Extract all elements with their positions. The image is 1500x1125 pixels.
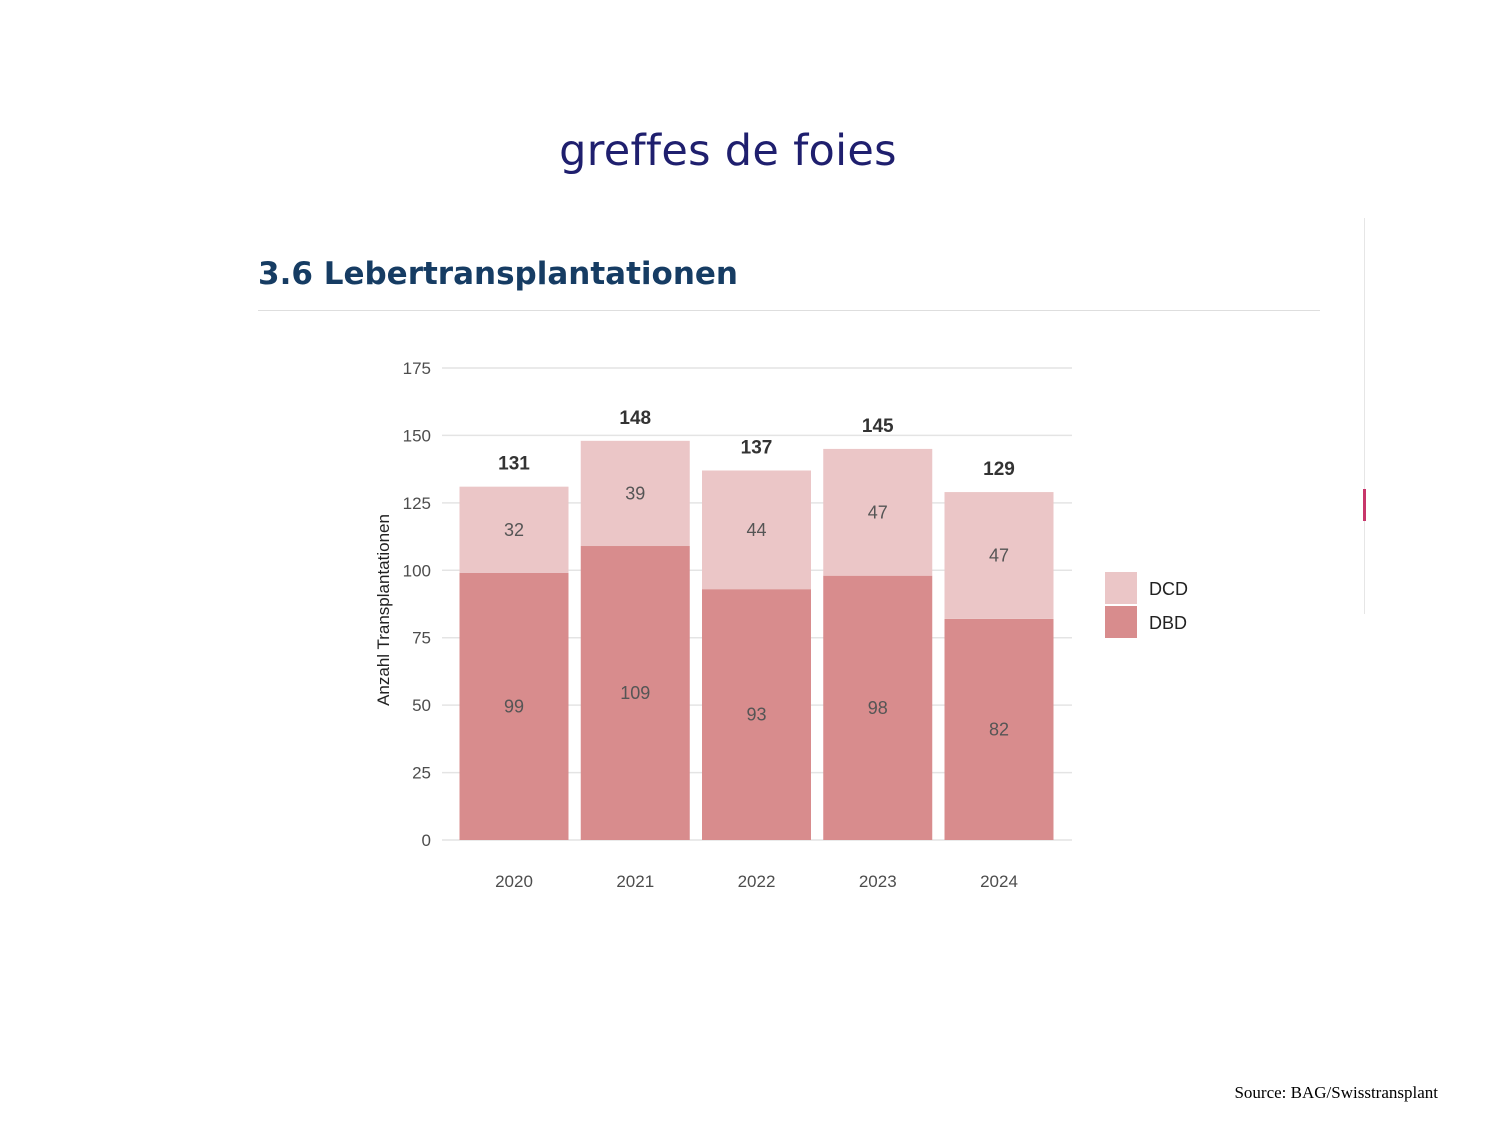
bar-dbd-2024 bbox=[944, 618, 1054, 840]
legend: DCD DBD bbox=[1105, 572, 1188, 638]
legend-label-dbd: DBD bbox=[1149, 613, 1187, 633]
bar-total-label: 137 bbox=[741, 437, 773, 458]
y-tick-label: 25 bbox=[412, 764, 431, 783]
y-tick-label: 50 bbox=[412, 696, 431, 715]
section-divider bbox=[258, 310, 1320, 311]
bar-dcd-2021 bbox=[580, 440, 690, 547]
bar-total-label: 131 bbox=[498, 454, 530, 475]
y-tick-label: 75 bbox=[412, 629, 431, 648]
bar-dbd-2023 bbox=[823, 575, 933, 840]
bar-labels: 99 32 131 109 39 148 93 44 137 98 47 145 82 47 129 bbox=[498, 408, 1015, 740]
bar-label-dbd: 82 bbox=[989, 719, 1009, 739]
bar-dbd-2020 bbox=[459, 572, 569, 840]
bars bbox=[459, 440, 1054, 840]
side-accent-mark bbox=[1363, 489, 1366, 521]
bar-dbd-2021 bbox=[580, 546, 690, 840]
bar-total-label: 145 bbox=[862, 416, 894, 437]
bar-label-dcd: 47 bbox=[989, 545, 1009, 565]
side-divider bbox=[1364, 218, 1365, 614]
x-tick-label: 2022 bbox=[738, 872, 776, 891]
y-tick-label: 175 bbox=[403, 359, 431, 378]
bar-label-dbd: 93 bbox=[746, 705, 766, 725]
bar-dcd-2024 bbox=[944, 492, 1054, 619]
bar-dcd-2020 bbox=[459, 486, 569, 573]
bar-label-dcd: 47 bbox=[868, 502, 888, 522]
x-tick-label: 2024 bbox=[980, 872, 1018, 891]
bar-dbd-2022 bbox=[702, 589, 811, 840]
bar-total-label: 129 bbox=[983, 459, 1015, 480]
slide-title: greffes de foies bbox=[559, 126, 897, 176]
x-axis-ticks: 2020 2021 2022 2023 2024 bbox=[495, 872, 1018, 891]
legend-label-dcd: DCD bbox=[1149, 579, 1188, 599]
bar-label-dbd: 99 bbox=[504, 696, 524, 716]
bar-dcd-2022 bbox=[702, 470, 811, 590]
x-tick-label: 2023 bbox=[859, 872, 897, 891]
y-tick-label: 0 bbox=[422, 831, 431, 850]
y-tick-label: 100 bbox=[403, 561, 431, 580]
y-tick-label: 150 bbox=[403, 426, 431, 445]
bar-label-dbd: 109 bbox=[620, 683, 650, 703]
y-tick-label: 125 bbox=[403, 494, 431, 513]
x-tick-label: 2021 bbox=[616, 872, 654, 891]
section-title: 3.6 Lebertransplantationen bbox=[258, 256, 738, 292]
bar-label-dcd: 44 bbox=[746, 520, 766, 540]
bar-label-dcd: 32 bbox=[504, 520, 524, 540]
bar-total-label: 148 bbox=[619, 408, 651, 429]
x-tick-label: 2020 bbox=[495, 872, 533, 891]
bar-label-dbd: 98 bbox=[868, 698, 888, 718]
y-axis-ticks: 0 25 50 75 100 125 150 175 bbox=[403, 359, 431, 850]
legend-swatch-dcd bbox=[1105, 572, 1137, 604]
source-note: Source: BAG/Swisstransplant bbox=[1234, 1083, 1438, 1102]
legend-swatch-dbd bbox=[1105, 606, 1137, 638]
bar-dcd-2023 bbox=[823, 448, 933, 576]
y-axis-label: Anzahl Transplantationen bbox=[374, 514, 393, 706]
bar-label-dcd: 39 bbox=[625, 483, 645, 503]
